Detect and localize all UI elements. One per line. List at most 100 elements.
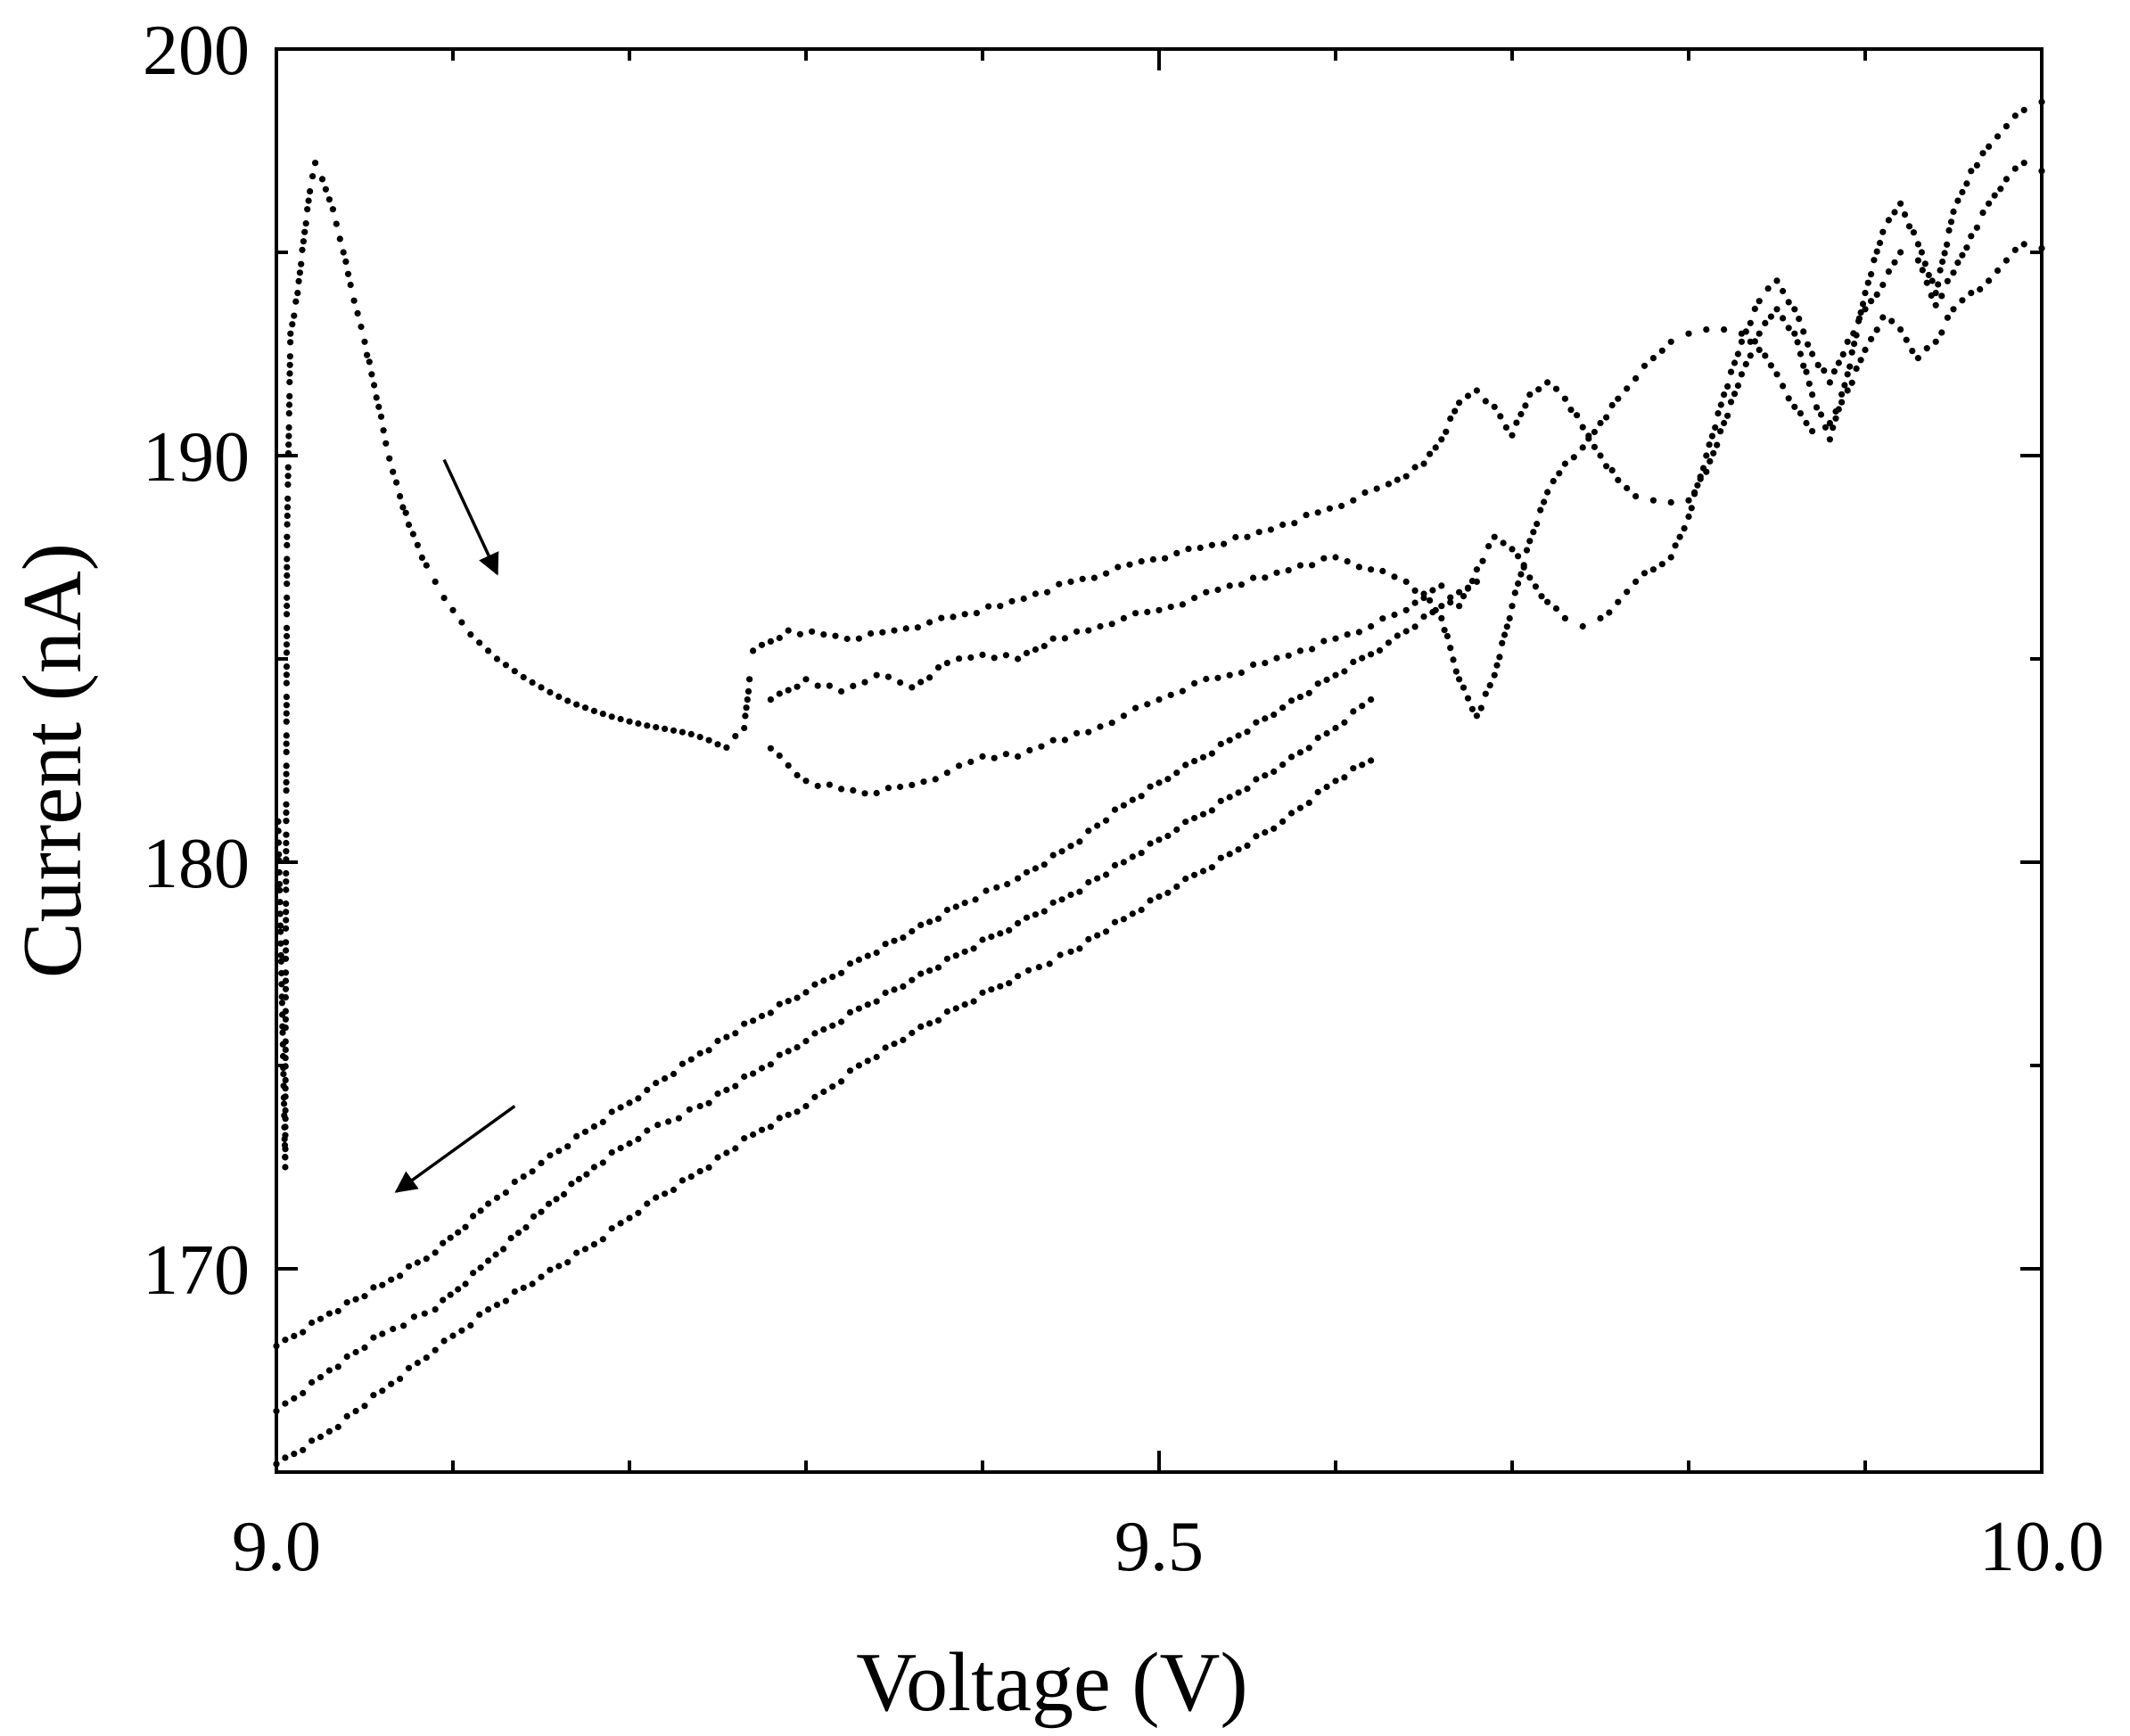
data-point: [485, 647, 492, 654]
data-point: [282, 1146, 289, 1153]
data-point: [298, 260, 305, 267]
data-point: [1685, 513, 1692, 521]
data-point: [1963, 180, 1970, 187]
data-point: [282, 994, 289, 1001]
data-point: [500, 1246, 507, 1253]
data-point: [282, 1076, 289, 1083]
data-point: [432, 1249, 439, 1256]
data-point: [283, 732, 290, 739]
data-point: [1344, 631, 1351, 638]
data-point: [1173, 826, 1180, 834]
data-point: [1738, 330, 1745, 337]
data-point: [302, 220, 309, 227]
data-point: [388, 1276, 395, 1283]
data-point: [873, 1053, 880, 1061]
data-point: [1085, 627, 1092, 634]
data-point: [1323, 676, 1330, 684]
data-point: [1447, 645, 1454, 652]
data-point: [1501, 631, 1509, 638]
data-point: [1502, 424, 1509, 431]
data-point: [826, 781, 834, 788]
data-point: [1579, 444, 1586, 451]
data-point: [1323, 783, 1330, 791]
data-point: [1368, 757, 1375, 764]
data-point: [511, 668, 518, 675]
data-point: [318, 176, 326, 183]
data-point: [1138, 793, 1145, 800]
data-point: [1803, 419, 1810, 427]
data-point: [1164, 776, 1172, 783]
data-point: [662, 1075, 669, 1082]
data-point: [545, 1200, 553, 1207]
data-point: [1876, 239, 1884, 247]
data-point: [573, 1132, 580, 1140]
data-point: [714, 1037, 721, 1044]
data-point: [405, 1364, 413, 1371]
data-point: [1797, 410, 1804, 417]
data-point: [838, 687, 845, 695]
data-point: [1658, 561, 1665, 568]
data-point: [1049, 635, 1057, 642]
data-point: [1552, 385, 1560, 392]
data-point: [397, 1375, 404, 1382]
data-point: [1715, 410, 1722, 417]
data-point: [289, 321, 296, 328]
data-point: [477, 1207, 484, 1214]
data-point: [1262, 660, 1269, 667]
data-point: [283, 641, 291, 648]
data-point: [1402, 578, 1410, 586]
data-point: [1561, 460, 1568, 467]
data-point: [1727, 368, 1735, 375]
data-point: [1350, 497, 1357, 504]
data-point: [1608, 466, 1616, 474]
data-point: [909, 976, 916, 983]
data-point: [829, 974, 836, 981]
data-point: [1935, 281, 1942, 288]
data-point: [1688, 505, 1695, 512]
data-point: [1094, 932, 1101, 939]
data-point: [1832, 407, 1839, 415]
data-point: [723, 1149, 730, 1156]
data-point: [284, 602, 291, 610]
data-point: [670, 727, 678, 734]
data-point: [388, 1380, 395, 1387]
data-point: [1468, 705, 1476, 712]
data-point: [884, 785, 892, 792]
data-point: [687, 1173, 695, 1181]
data-point: [1411, 464, 1419, 471]
data-point: [608, 1149, 615, 1156]
data-point: [1800, 328, 1807, 335]
data-point: [1658, 347, 1665, 354]
data-point: [555, 1148, 563, 1155]
data-point: [1038, 743, 1045, 750]
data-point: [514, 1230, 522, 1237]
x-tick-label: 9.0: [232, 1508, 321, 1586]
data-point: [449, 1332, 456, 1339]
data-point: [1803, 368, 1810, 375]
data-point: [283, 649, 291, 656]
data-point: [1932, 338, 1939, 345]
data-point: [855, 1005, 863, 1012]
data-point: [1044, 588, 1051, 596]
data-point: [1624, 385, 1631, 392]
data-point: [705, 1047, 712, 1054]
data-point: [283, 679, 290, 687]
data-point: [1511, 589, 1518, 596]
data-point: [696, 734, 703, 741]
series-upper-band-top: [750, 98, 2045, 654]
data-point: [284, 594, 291, 601]
data-point: [1567, 407, 1575, 414]
data-point: [1785, 299, 1792, 306]
data-point: [1129, 910, 1136, 917]
data-point: [917, 921, 925, 928]
data-point: [371, 382, 378, 389]
data-point: [1526, 538, 1534, 545]
data-point: [538, 1159, 545, 1166]
data-point: [1526, 391, 1534, 399]
data-point: [1253, 833, 1260, 840]
data-point: [776, 1000, 783, 1008]
data-point: [900, 1036, 907, 1043]
data-point: [850, 682, 857, 690]
data-point: [276, 899, 284, 906]
data-point: [654, 1122, 662, 1129]
